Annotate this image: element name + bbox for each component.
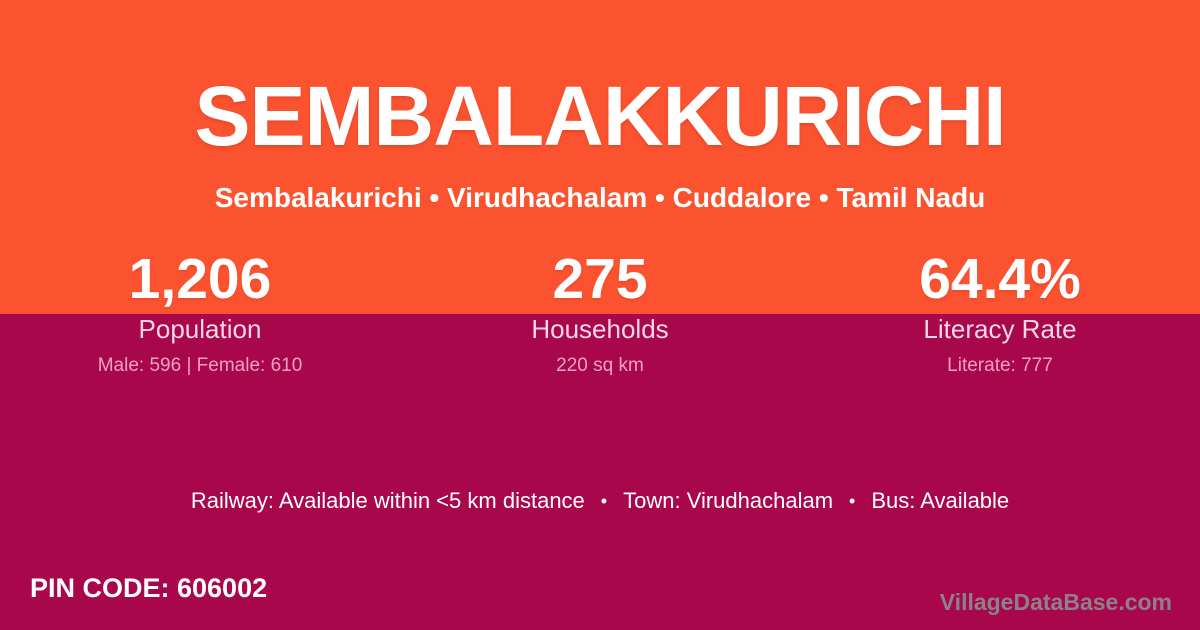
page-title: SEMBALAKKURICHI	[194, 69, 1007, 163]
town-info: Town: Virudhachalam	[623, 488, 834, 513]
pin-code-label: PIN CODE: 606002	[30, 573, 268, 603]
literacy-label: Literacy Rate	[923, 314, 1077, 344]
bullet-separator: •	[600, 491, 608, 511]
households-label: Households	[531, 314, 669, 344]
site-watermark: VillageDataBase.com	[939, 589, 1172, 615]
top-orange-panel	[0, 0, 1200, 314]
bullet-separator: •	[849, 491, 856, 511]
literacy-stat: 64.4% Literacy Rate Literate: 777	[800, 246, 1200, 377]
households-detail: 220 sq km	[556, 355, 644, 376]
households-value: 275	[552, 247, 648, 311]
literacy-detail: Literate: 777	[947, 355, 1053, 376]
population-label: Population	[138, 314, 262, 344]
railway-info: Railway: Available within <5 km distance	[190, 488, 585, 513]
stats-row: 1,206 Population Male: 596 | Female: 610…	[0, 246, 1200, 377]
breadcrumb: Sembalakurichi • Virudhachalam • Cuddalo…	[214, 182, 986, 213]
population-detail: Male: 596 | Female: 610	[97, 355, 303, 376]
literacy-value: 64.4%	[919, 247, 1081, 311]
population-stat: 1,206 Population Male: 596 | Female: 610	[0, 246, 400, 377]
bus-info: Bus: Available	[871, 488, 1010, 513]
transport-info-line: Railway: Available within <5 km distance…	[0, 486, 1200, 516]
population-value: 1,206	[128, 247, 272, 311]
households-stat: 275 Households 220 sq km	[400, 246, 800, 377]
